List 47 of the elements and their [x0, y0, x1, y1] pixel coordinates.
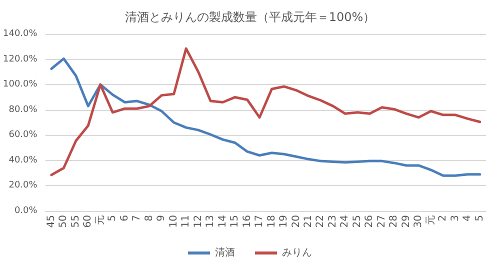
- x-tick-label: 19: [278, 215, 290, 228]
- x-tick-label: 20: [290, 215, 302, 228]
- x-tick-label: 9: [156, 215, 168, 222]
- x-tick-label: 50: [58, 215, 70, 228]
- x-tick-label: 12: [192, 215, 204, 228]
- x-tick-label: 21: [303, 215, 314, 228]
- x-tick-label: 13: [205, 215, 216, 228]
- x-tick-label: 60: [82, 215, 94, 228]
- x-tick-label: 45: [46, 215, 57, 228]
- x-tick-label: 27: [376, 215, 388, 228]
- x-tick-label: 5: [107, 215, 118, 222]
- x-tick-label: 元: [425, 215, 436, 225]
- x-tick-label: 10: [168, 215, 180, 228]
- x-tick-label: 22: [315, 215, 326, 228]
- x-tick-label: 23: [327, 215, 338, 228]
- x-tick-label: 15: [230, 215, 241, 228]
- y-tick-label: 60.0%: [8, 130, 38, 140]
- y-tick-label: 0.0%: [14, 206, 38, 216]
- x-tick-label: 7: [132, 215, 143, 222]
- x-tick-label: 30: [413, 215, 424, 228]
- x-tick-label: 26: [364, 215, 376, 228]
- x-tick-label: 8: [144, 215, 155, 222]
- x-tick-label: 18: [266, 215, 278, 228]
- legend-label: 清酒: [215, 246, 235, 258]
- x-tick-label: 14: [217, 215, 228, 228]
- legend-label: みりん: [282, 248, 312, 258]
- chart-title: 清酒とみりんの製成数量（平成元年＝100%）: [124, 10, 376, 24]
- x-tick-label: 16: [242, 215, 253, 228]
- y-tick-label: 20.0%: [8, 180, 38, 191]
- y-tick-label: 80.0%: [8, 104, 38, 115]
- x-tick-label: 元: [94, 215, 106, 225]
- y-tick-label: 100.0%: [2, 80, 38, 90]
- x-tick-label: 2: [438, 215, 449, 222]
- y-tick-label: 120.0%: [2, 54, 38, 64]
- x-tick-label: 3: [450, 215, 461, 222]
- x-tick-label: 29: [400, 215, 412, 228]
- x-tick-label: 24: [340, 215, 351, 228]
- x-tick-label: 6: [119, 215, 130, 222]
- x-tick-label: 55: [70, 215, 82, 228]
- x-tick-label: 25: [352, 215, 363, 228]
- x-tick-label: 28: [388, 215, 400, 228]
- x-tick-label: 4: [462, 215, 474, 222]
- y-tick-label: 40.0%: [8, 155, 38, 166]
- y-tick-label: 140.0%: [2, 29, 38, 39]
- x-tick-label: 11: [180, 215, 192, 228]
- x-tick-label: 5: [474, 215, 486, 222]
- x-tick-label: 17: [254, 215, 266, 228]
